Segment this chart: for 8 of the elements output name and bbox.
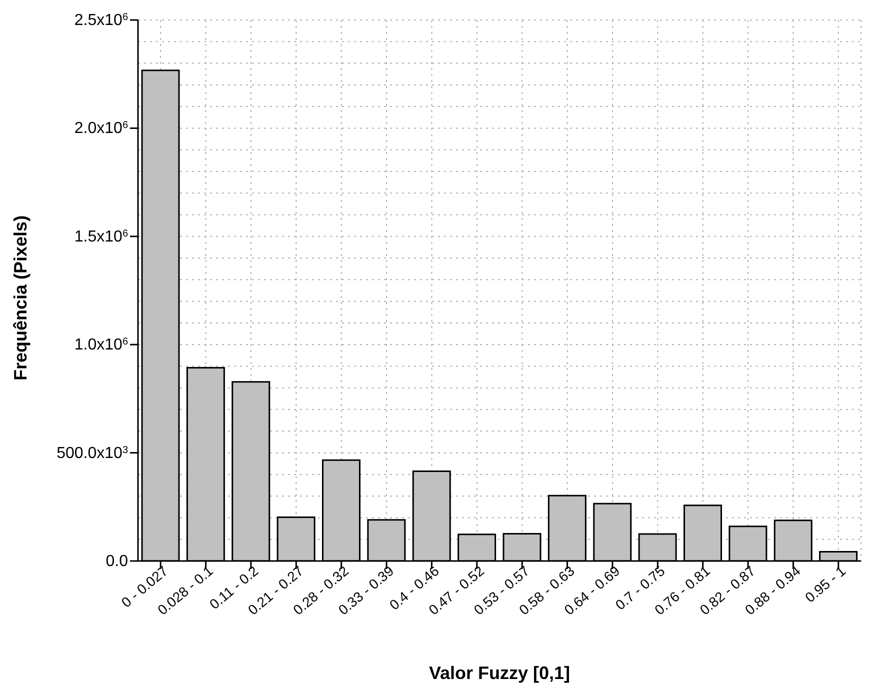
y-tick-label: 0.0 bbox=[106, 553, 128, 570]
y-axis-title: Frequência (Pixels) bbox=[10, 215, 30, 380]
x-axis-title: Valor Fuzzy [0,1] bbox=[428, 663, 570, 683]
y-tick-label: 1.5x10$^{6}$ bbox=[74, 228, 128, 246]
y-tick-label: 2.5x10$^{6}$ bbox=[74, 12, 128, 29]
y-tick-label: 2.0x10$^{6}$ bbox=[74, 120, 128, 138]
y-tick-label: 500.0x10$^{3}$ bbox=[56, 444, 128, 462]
y-tick-label: 1.0x10$^{6}$ bbox=[74, 336, 128, 354]
